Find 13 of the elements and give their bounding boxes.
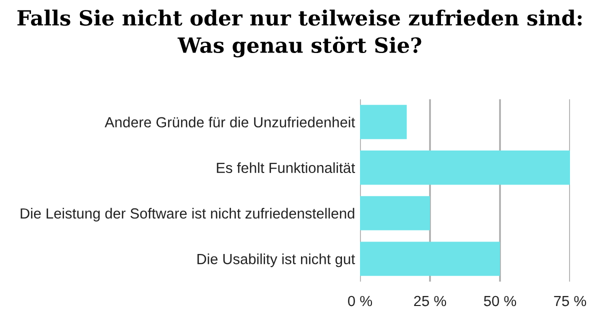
bar — [360, 150, 570, 185]
y-tick-label: Die Usability ist nicht gut — [197, 254, 356, 268]
x-tick-label: 0 % — [348, 296, 372, 306]
y-tick-label: Andere Gründe für die Unzufriedenheit — [104, 116, 356, 128]
bar — [360, 242, 500, 276]
x-tick-label: 50 % — [484, 296, 516, 306]
bar — [360, 104, 407, 140]
chart-title: Falls Sie nicht oder nur teilweise zufrieden sind: Was genau stört Sie? — [17, 10, 582, 58]
bar — [360, 196, 430, 230]
x-tick-label: 75 % — [554, 296, 586, 306]
x-tick-label: 25 % — [414, 296, 446, 306]
y-tick-label: Die Leistung der Software ist nicht zufriedenstellend — [20, 208, 354, 222]
y-tick-label: Es fehlt Funktionalität — [216, 162, 356, 174]
